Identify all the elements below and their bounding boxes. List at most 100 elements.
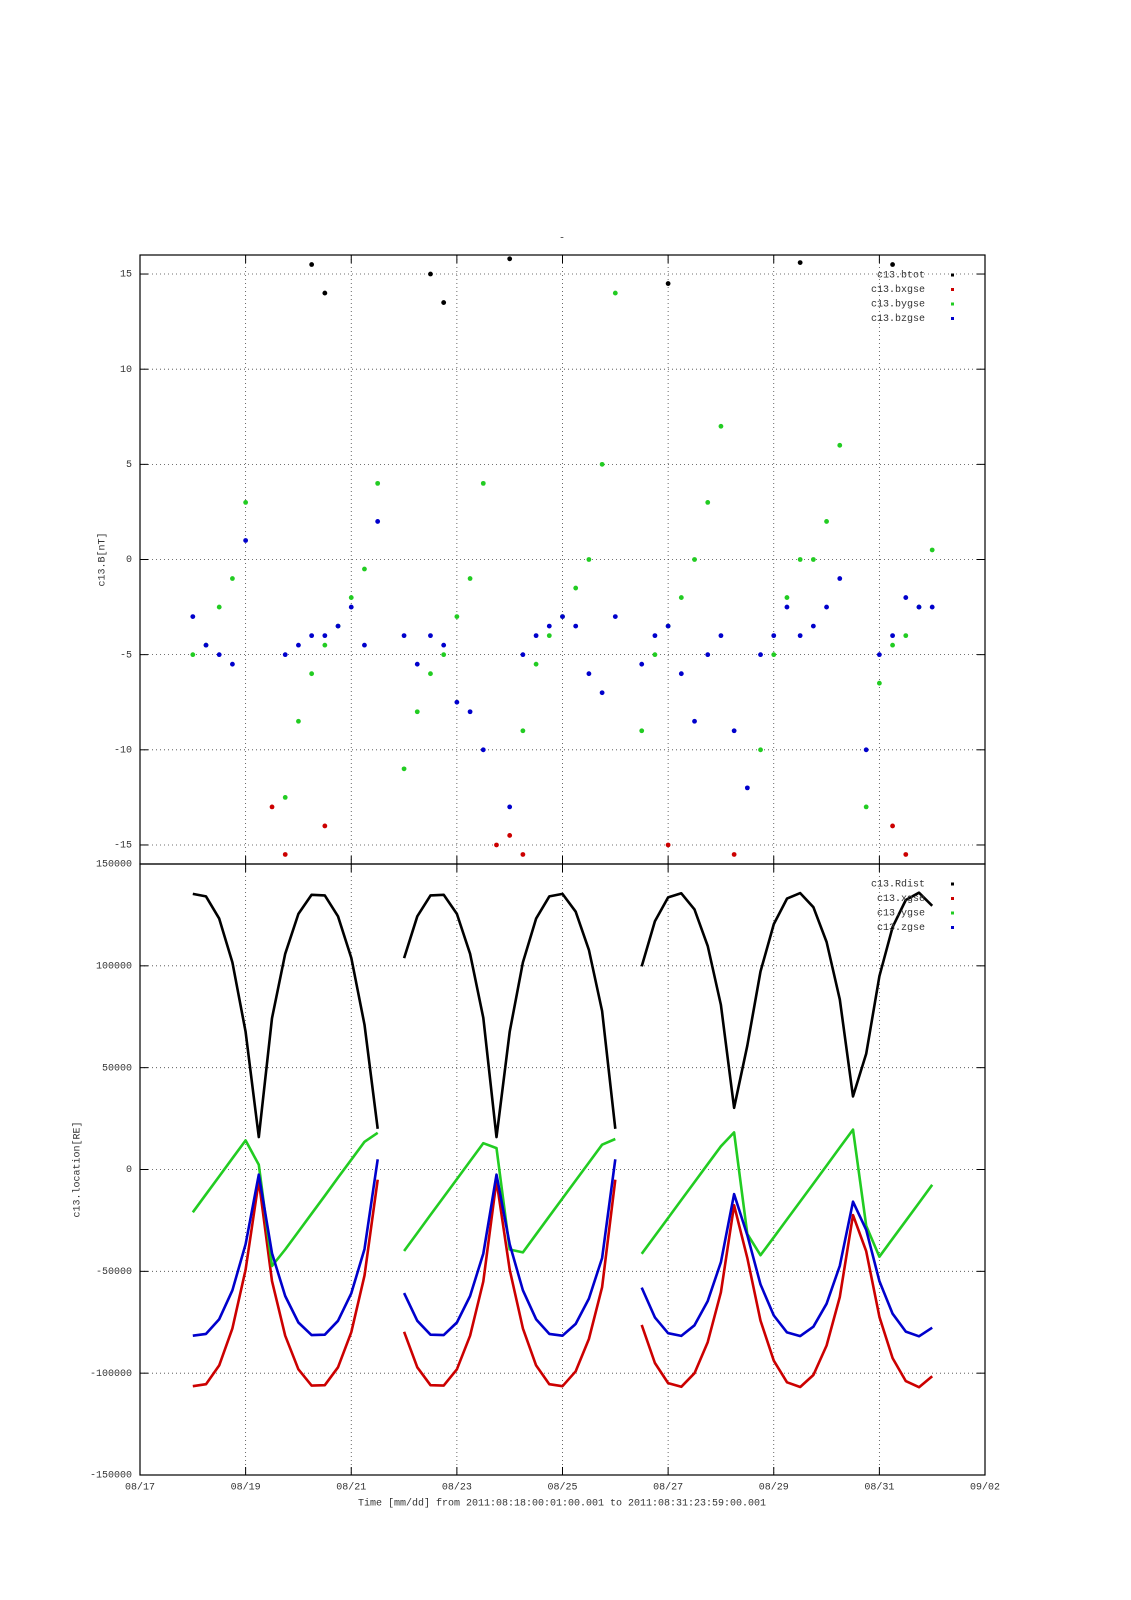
data-point	[705, 652, 711, 658]
data-point	[573, 585, 579, 591]
data-point	[428, 671, 433, 677]
data-point	[190, 652, 196, 658]
legend-label: c13.bygse	[871, 299, 925, 311]
data-point	[771, 652, 777, 658]
data-point	[890, 642, 895, 648]
chart-title: -	[559, 234, 565, 245]
data-point	[296, 642, 301, 648]
data-point	[678, 671, 684, 677]
data-point	[480, 480, 486, 486]
data-point	[758, 652, 763, 658]
data-point	[837, 442, 843, 448]
data-point	[731, 728, 737, 734]
data-point	[586, 671, 592, 677]
data-point	[216, 652, 222, 658]
data-point	[309, 633, 315, 639]
data-point	[784, 595, 790, 600]
x-tick-label: 08/19	[231, 1482, 261, 1494]
data-point	[612, 614, 618, 619]
data-point	[810, 557, 816, 562]
y-tick-label: -5	[120, 650, 132, 661]
data-point	[230, 576, 235, 581]
legend-label: c13.btot	[877, 270, 925, 282]
data-point	[243, 538, 249, 543]
data-point	[612, 290, 618, 296]
data-point	[520, 728, 526, 734]
x-tick-label: 08/17	[125, 1482, 155, 1494]
data-point	[230, 661, 235, 667]
y-tick-label: -150000	[90, 1471, 132, 1482]
data-point	[467, 709, 473, 715]
data-point	[837, 576, 843, 581]
data-point	[494, 842, 499, 848]
data-point	[797, 557, 803, 562]
x-tick-label: 08/29	[759, 1482, 789, 1494]
data-point	[243, 500, 249, 505]
data-point	[546, 633, 552, 639]
y-tick-label: 100000	[96, 961, 132, 972]
data-point	[744, 785, 750, 791]
data-point	[322, 823, 328, 829]
y-tick-label: 50000	[102, 1063, 132, 1074]
data-point	[731, 852, 737, 857]
data-point	[335, 623, 341, 629]
legend-label: c13.ygse	[877, 909, 925, 920]
data-point	[903, 852, 909, 857]
data-point	[692, 557, 697, 562]
data-point	[322, 642, 328, 648]
legend-marker	[951, 273, 954, 277]
data-point	[639, 661, 645, 667]
y-tick-label: -100000	[90, 1369, 132, 1380]
data-point	[520, 652, 526, 658]
data-point	[441, 300, 447, 305]
data-point	[375, 519, 381, 524]
data-point	[414, 709, 420, 715]
data-point	[652, 633, 658, 639]
data-line	[191, 1128, 934, 1268]
y-tick-label: 0	[126, 555, 132, 566]
data-point	[401, 766, 407, 772]
legend-marker	[951, 317, 954, 320]
y-tick-label: -10	[114, 745, 132, 756]
y-tick-label: -15	[114, 841, 132, 852]
legend-label: c13.Rdist	[871, 879, 925, 891]
data-point	[890, 633, 895, 639]
y-axis-label: c13.B[nT]	[97, 532, 109, 586]
data-point	[362, 642, 367, 648]
x-axis-label: Time [mm/dd] from 2011:08:18:00:01:00.00…	[358, 1498, 766, 1510]
data-point	[454, 614, 460, 619]
x-tick-label: 09/02	[970, 1482, 1000, 1494]
data-point	[507, 256, 513, 262]
y-tick-label: 10	[120, 365, 132, 376]
data-point	[705, 500, 711, 505]
data-point	[824, 519, 829, 524]
data-point	[784, 604, 790, 610]
data-point	[903, 595, 909, 600]
x-tick-label: 08/23	[442, 1482, 472, 1494]
data-point	[599, 461, 605, 467]
legend-marker	[951, 288, 954, 291]
data-point	[797, 260, 803, 266]
data-line	[192, 891, 934, 1139]
y-tick-label: 15	[120, 270, 132, 281]
data-point	[441, 652, 447, 658]
data-point	[758, 747, 763, 753]
data-point	[348, 604, 354, 610]
data-point	[375, 480, 381, 486]
data-point	[573, 623, 579, 629]
data-point	[282, 652, 288, 658]
data-point	[876, 652, 882, 658]
legend-marker	[951, 926, 954, 929]
data-point	[296, 718, 301, 724]
x-tick-label: 08/31	[864, 1482, 894, 1494]
data-point	[599, 690, 605, 696]
legend-label: c13.xgse	[877, 894, 925, 905]
data-point	[520, 852, 526, 857]
data-point	[929, 604, 935, 610]
legend-label: c13.bzgse	[871, 313, 925, 325]
x-tick-label: 08/27	[653, 1482, 683, 1494]
data-point	[533, 633, 539, 639]
legend-label: c13.bxgse	[871, 284, 925, 296]
